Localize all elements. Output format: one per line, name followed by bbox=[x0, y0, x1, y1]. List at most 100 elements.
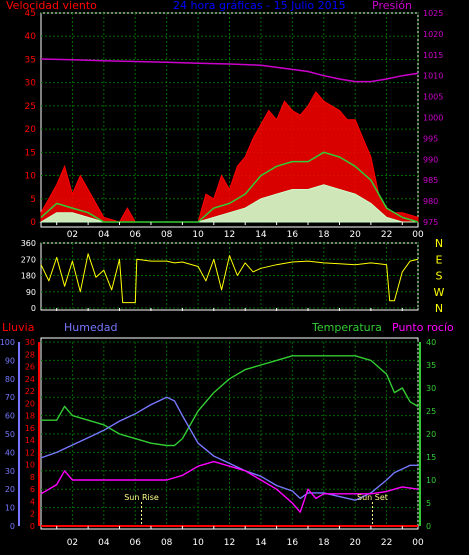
humidity-y-tick-label: 60 bbox=[5, 412, 15, 421]
direction-y-tick-label: 180 bbox=[21, 272, 36, 281]
wind-y-tick-label: 10 bbox=[25, 172, 37, 182]
pressure-y-tick-label: 985 bbox=[423, 176, 438, 185]
direction-y-tick-label: 90 bbox=[26, 288, 36, 297]
x-tick-label: 20 bbox=[349, 538, 361, 548]
x-tick-label: 06 bbox=[130, 538, 142, 548]
wind-y-tick-label: 25 bbox=[25, 102, 36, 112]
rain-y-tick-label: 18 bbox=[25, 412, 35, 421]
humidity-y-tick-label: 70 bbox=[5, 393, 15, 402]
pressure-y-tick-label: 1000 bbox=[423, 114, 443, 123]
direction-y-tick-label: 0 bbox=[31, 304, 36, 313]
direction-y-tick-label: 270 bbox=[21, 255, 36, 264]
direction-y-tick-label: 360 bbox=[21, 239, 36, 248]
temp-y-tick-label: 40 bbox=[426, 338, 436, 347]
pressure-line bbox=[40, 58, 419, 83]
rain-y-tick-label: 30 bbox=[25, 338, 35, 347]
wind-pressure-panel: 0510152025303540459759809859909951000100… bbox=[25, 9, 444, 240]
temp-y-tick-label: 25 bbox=[426, 407, 436, 416]
x-tick-label: 00 bbox=[412, 230, 424, 240]
legend-dewpoint: Punto rocío bbox=[392, 321, 454, 334]
humidity-y-tick-label: 20 bbox=[5, 485, 15, 494]
temp-y-tick-label: 20 bbox=[426, 430, 436, 439]
temperature-line bbox=[41, 355, 419, 447]
humidity-y-tick-label: 10 bbox=[5, 504, 15, 513]
rain-y-tick-label: 10 bbox=[25, 461, 35, 470]
temp-y-tick-label: 0 bbox=[426, 522, 431, 531]
legend-humidity: Humedad bbox=[64, 321, 117, 334]
temp-y-tick-label: 10 bbox=[426, 476, 436, 485]
wind-y-tick-label: 35 bbox=[25, 55, 36, 65]
wind-y-tick-label: 45 bbox=[25, 9, 36, 19]
panel1-ticks: 0510152025303540459759809859909951000100… bbox=[25, 9, 444, 240]
panel2-series bbox=[40, 253, 419, 304]
rain-y-tick-label: 6 bbox=[30, 485, 35, 494]
rain-y-tick-label: 12 bbox=[25, 448, 35, 457]
humidity-y-tick-label: 90 bbox=[5, 356, 15, 365]
pressure-y-tick-label: 1025 bbox=[423, 9, 443, 18]
wind-green-line bbox=[40, 151, 419, 223]
rain-y-tick-label: 8 bbox=[30, 473, 35, 482]
x-tick-label: 10 bbox=[192, 230, 204, 240]
pressure-y-tick-label: 980 bbox=[423, 197, 438, 206]
x-tick-label: 04 bbox=[98, 230, 110, 240]
humidity-y-tick-label: 0 bbox=[10, 522, 15, 531]
compass-label: W bbox=[434, 286, 445, 299]
pressure-y-tick-label: 975 bbox=[423, 218, 438, 227]
legend-temperature: Temperatura bbox=[311, 321, 382, 334]
pressure-y-tick-label: 1010 bbox=[423, 72, 443, 81]
wind-y-tick-label: 0 bbox=[30, 218, 36, 228]
x-tick-label: 02 bbox=[67, 538, 78, 548]
x-tick-label: 16 bbox=[287, 230, 299, 240]
rain-y-tick-label: 16 bbox=[25, 424, 35, 433]
pressure-y-tick-label: 990 bbox=[423, 155, 438, 164]
rain-y-tick-label: 22 bbox=[25, 387, 35, 396]
wind-title: Velocidad viento bbox=[6, 0, 97, 12]
x-tick-label: 04 bbox=[98, 538, 110, 548]
x-tick-label: 08 bbox=[161, 230, 173, 240]
x-tick-label: 10 bbox=[192, 538, 204, 548]
compass-label: N bbox=[435, 302, 443, 315]
pressure-y-tick-label: 1015 bbox=[423, 51, 443, 60]
temp-y-tick-label: 35 bbox=[426, 361, 436, 370]
legend-rain: Lluvia bbox=[2, 321, 34, 334]
rain-y-tick-label: 24 bbox=[25, 375, 35, 384]
wind-y-tick-label: 20 bbox=[25, 125, 37, 135]
gust-low-area bbox=[39, 184, 418, 223]
x-tick-label: 00 bbox=[412, 538, 424, 548]
pressure-y-tick-label: 1005 bbox=[423, 93, 443, 102]
x-tick-label: 20 bbox=[349, 230, 361, 240]
panel3-series bbox=[40, 355, 419, 527]
wind-y-tick-label: 5 bbox=[30, 195, 36, 205]
dewpoint-line bbox=[40, 460, 419, 513]
wind-direction-line bbox=[40, 253, 419, 304]
panel2-grid bbox=[41, 242, 419, 309]
x-tick-label: 22 bbox=[381, 538, 392, 548]
pressure-y-tick-label: 995 bbox=[423, 134, 438, 143]
compass-label: S bbox=[436, 270, 443, 283]
panel1-series bbox=[39, 58, 419, 223]
wind-y-tick-label: 30 bbox=[25, 79, 37, 89]
rain-y-tick-label: 0 bbox=[30, 522, 35, 531]
panel3-grid bbox=[41, 341, 419, 527]
wind-y-tick-label: 40 bbox=[25, 32, 37, 42]
x-tick-label: 02 bbox=[67, 230, 78, 240]
humidity-y-tick-label: 40 bbox=[5, 448, 15, 457]
x-tick-label: 06 bbox=[130, 230, 142, 240]
wind-y-tick-label: 15 bbox=[25, 148, 36, 158]
humidity-y-tick-label: 80 bbox=[5, 375, 15, 384]
humidity-y-tick-label: 100 bbox=[0, 338, 15, 347]
x-tick-label: 16 bbox=[287, 538, 299, 548]
x-tick-label: 14 bbox=[255, 538, 267, 548]
rain-y-tick-label: 4 bbox=[30, 497, 35, 506]
x-tick-label: 18 bbox=[318, 538, 330, 548]
pressure-title: Presión bbox=[372, 0, 412, 12]
sun-rise-label: Sun Rise bbox=[124, 493, 159, 502]
x-tick-label: 12 bbox=[224, 538, 235, 548]
rain-y-tick-label: 26 bbox=[25, 363, 35, 372]
compass-label: E bbox=[436, 253, 443, 266]
rain-y-tick-label: 14 bbox=[25, 436, 35, 445]
rain-y-tick-label: 2 bbox=[30, 510, 35, 519]
